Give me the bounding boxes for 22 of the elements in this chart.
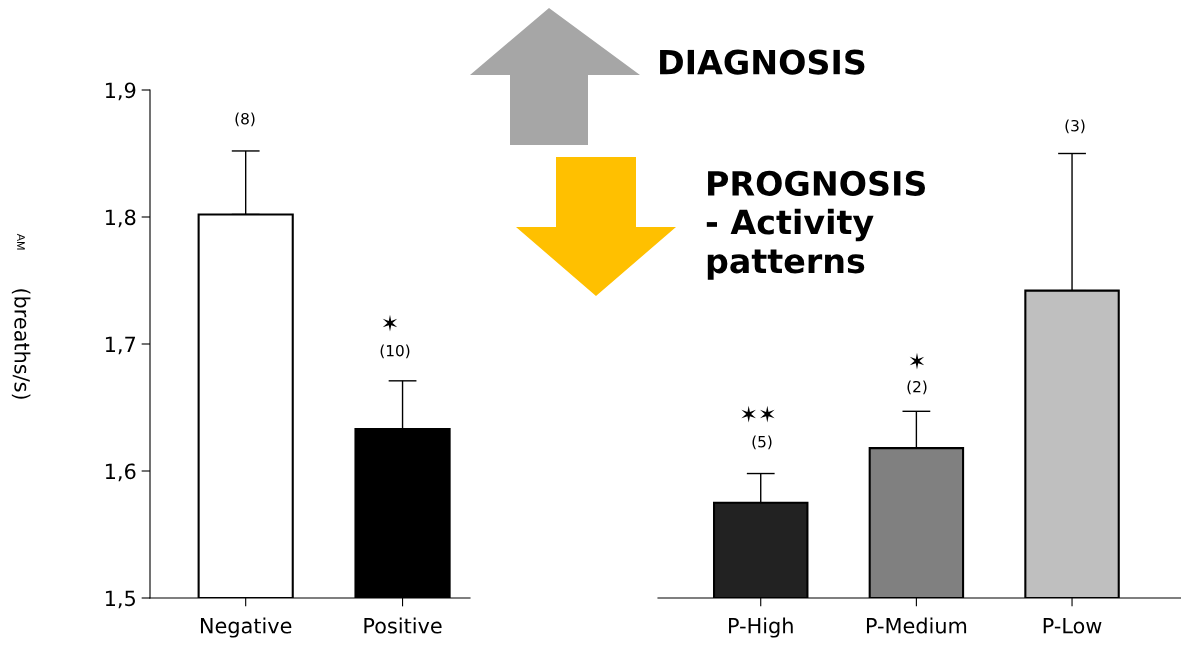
annotation: (10) xyxy=(380,344,410,359)
x-tick-label: P-Low xyxy=(1043,618,1102,634)
annotation: (2) xyxy=(907,380,927,395)
y-tick-label: 1,8 xyxy=(105,209,136,228)
x-tick-label: P-Medium xyxy=(866,617,967,634)
annotation: ✶ xyxy=(382,314,398,332)
y-tick-label: 1,9 xyxy=(105,82,136,101)
x-tick-label: Positive xyxy=(364,617,442,634)
y-tick-label: 1,7 xyxy=(105,336,136,355)
x-tick-label: P-High xyxy=(729,617,793,638)
annotation: (5) xyxy=(752,435,772,450)
text: DIAGNOSIS xyxy=(660,49,865,75)
annotation: (8) xyxy=(235,112,255,127)
annotation: (3) xyxy=(1065,119,1085,134)
annotation: ✶ xyxy=(909,352,925,370)
y-axis-title: (breaths/s) xyxy=(11,289,31,399)
y-tick-label: 1,5 xyxy=(105,590,135,609)
y-tick-label: 1,6 xyxy=(105,463,136,482)
text: AM xyxy=(17,233,25,250)
annotation: ✶✶ xyxy=(741,405,775,423)
x-tick-label: Negative xyxy=(200,617,292,638)
annotation: PROGNOSIS - Activity patterns xyxy=(706,170,926,280)
